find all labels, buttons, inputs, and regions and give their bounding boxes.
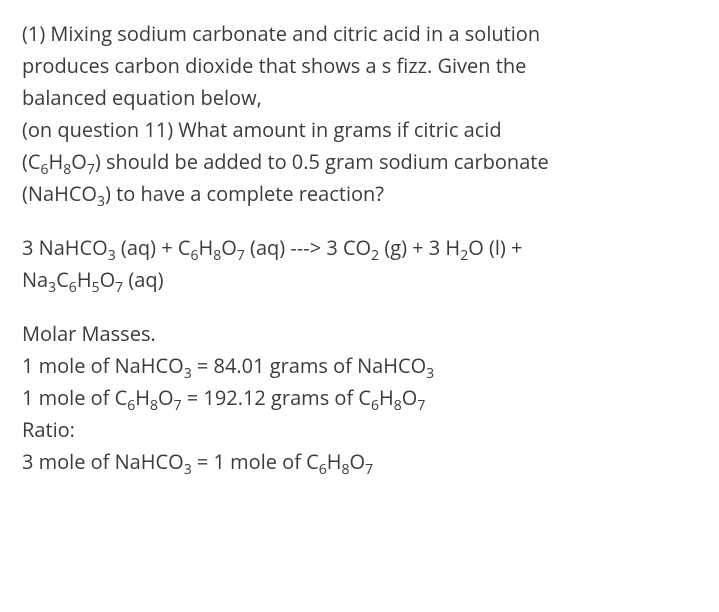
text: (aq) ---> 3 CO — [245, 234, 371, 261]
text: (1) Mixing sodium carbonate and citric a… — [22, 20, 540, 47]
subscript: 2 — [371, 246, 379, 265]
text: balanced equation below, — [22, 84, 262, 111]
text: Na — [22, 266, 48, 293]
text: H — [77, 266, 92, 293]
subscript: 6 — [371, 396, 379, 415]
text: = 84.01 grams of NaHCO — [192, 352, 426, 379]
text: (on question 11) What amount in grams if… — [22, 116, 502, 143]
subscript: 8 — [150, 396, 158, 415]
text: (aq) + C — [116, 234, 191, 261]
text: C — [56, 266, 69, 293]
subscript: 7 — [365, 460, 373, 479]
subscript: 6 — [319, 460, 327, 479]
text: (C — [22, 148, 41, 175]
text: H — [135, 384, 150, 411]
question-document: (1) Mixing sodium carbonate and citric a… — [0, 0, 719, 498]
subscript: 5 — [92, 278, 100, 297]
text: O — [71, 148, 87, 175]
text: = 1 mole of C — [192, 448, 319, 475]
subscript: 7 — [115, 278, 123, 297]
subscript: 6 — [41, 160, 49, 179]
text: 3 mole of NaHCO — [22, 448, 184, 475]
subscript: 3 — [48, 278, 56, 297]
molar-masses-paragraph: Molar Masses. 1 mole of NaHCO3 = 84.01 g… — [22, 318, 699, 478]
question-paragraph: (1) Mixing sodium carbonate and citric a… — [22, 18, 699, 210]
text: 1 mole of C — [22, 384, 127, 411]
text: 1 mole of NaHCO — [22, 352, 184, 379]
subscript: 3 — [426, 364, 434, 383]
subscript: 6 — [69, 278, 77, 297]
text: O — [158, 384, 174, 411]
text: H — [49, 148, 64, 175]
subscript: 7 — [417, 396, 425, 415]
text: H — [327, 448, 342, 475]
text: (g) + 3 H — [379, 234, 460, 261]
subscript: 3 — [97, 192, 105, 211]
subscript: 7 — [174, 396, 182, 415]
text: Ratio: — [22, 416, 75, 443]
text: = 192.12 grams of C — [182, 384, 371, 411]
text: ) should be added to 0.5 gram sodium car… — [95, 148, 549, 175]
text: O (l) + — [468, 234, 522, 261]
subscript: 7 — [237, 246, 245, 265]
text: O — [221, 234, 237, 261]
text: (aq) — [123, 266, 163, 293]
subscript: 3 — [184, 460, 192, 479]
text: O — [100, 266, 116, 293]
subscript: 7 — [87, 160, 95, 179]
equation-paragraph: 3 NaHCO3 (aq) + C6H8O7 (aq) ---> 3 CO2 (… — [22, 232, 699, 296]
text: O — [402, 384, 418, 411]
text: H — [199, 234, 214, 261]
text: Molar Masses. — [22, 320, 156, 347]
text: ) to have a complete reaction? — [105, 180, 384, 207]
text: 3 NaHCO — [22, 234, 108, 261]
subscript: 3 — [108, 246, 116, 265]
subscript: 8 — [394, 396, 402, 415]
subscript: 6 — [190, 246, 198, 265]
text: produces carbon dioxide that shows a s f… — [22, 52, 526, 79]
subscript: 3 — [184, 364, 192, 383]
subscript: 8 — [342, 460, 350, 479]
text: (NaHCO — [22, 180, 97, 207]
text: O — [350, 448, 366, 475]
subscript: 2 — [460, 246, 468, 265]
text: H — [379, 384, 394, 411]
